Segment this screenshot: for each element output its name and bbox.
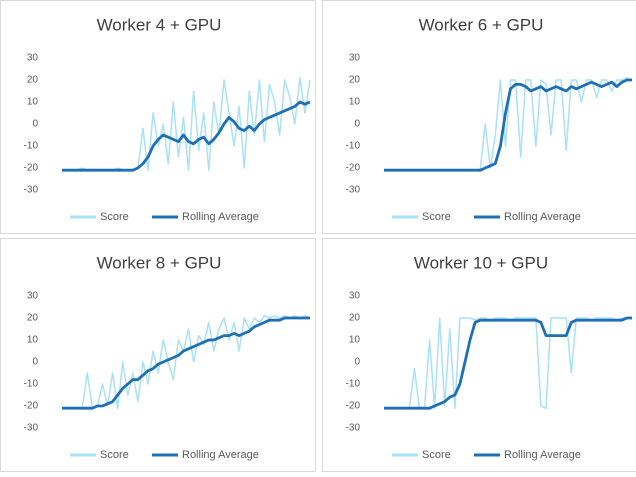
legend-label: Rolling Average <box>182 211 259 223</box>
y-tick-label: 20 <box>349 313 361 324</box>
y-tick-label: 20 <box>349 75 361 86</box>
y-tick-label: 10 <box>349 335 361 346</box>
y-tick-label: -20 <box>346 163 361 174</box>
y-tick-label: -20 <box>346 401 361 412</box>
y-tick-label: 30 <box>349 291 361 302</box>
y-tick-label: -20 <box>24 401 39 412</box>
legend-label: Score <box>422 211 451 223</box>
y-tick-label: 0 <box>354 357 360 368</box>
y-tick-label: -10 <box>346 141 361 152</box>
y-tick-label: 10 <box>349 97 361 108</box>
y-tick-label: 30 <box>27 291 39 302</box>
y-tick-label: 0 <box>32 119 38 130</box>
y-tick-label: 10 <box>27 97 39 108</box>
y-tick-label: -20 <box>24 163 39 174</box>
legend-label: Rolling Average <box>182 449 259 461</box>
y-tick-label: -10 <box>346 379 361 390</box>
y-tick-label: -30 <box>346 185 361 196</box>
y-tick-label: -30 <box>346 423 361 434</box>
y-tick-label: 0 <box>354 119 360 130</box>
panel <box>323 1 636 234</box>
legend-label: Score <box>100 211 129 223</box>
legend-label: Score <box>100 449 129 461</box>
legend-label: Rolling Average <box>504 449 581 461</box>
y-tick-label: 30 <box>27 53 39 64</box>
legend-label: Rolling Average <box>504 211 581 223</box>
y-tick-label: 20 <box>27 75 39 86</box>
y-tick-label: -10 <box>24 379 39 390</box>
y-tick-label: -10 <box>24 141 39 152</box>
y-tick-label: 20 <box>27 313 39 324</box>
legend-label: Score <box>422 449 451 461</box>
chart-title: Worker 8 + GPU <box>97 253 222 272</box>
chart-title: Worker 4 + GPU <box>97 15 222 34</box>
y-tick-label: 10 <box>27 335 39 346</box>
y-tick-label: 30 <box>349 53 361 64</box>
chart-title: Worker 10 + GPU <box>414 253 548 272</box>
panel <box>1 239 316 472</box>
chart-title: Worker 6 + GPU <box>419 15 544 34</box>
y-tick-label: -30 <box>24 423 39 434</box>
y-tick-label: 0 <box>32 357 38 368</box>
y-tick-label: -30 <box>24 185 39 196</box>
panel <box>323 239 636 472</box>
